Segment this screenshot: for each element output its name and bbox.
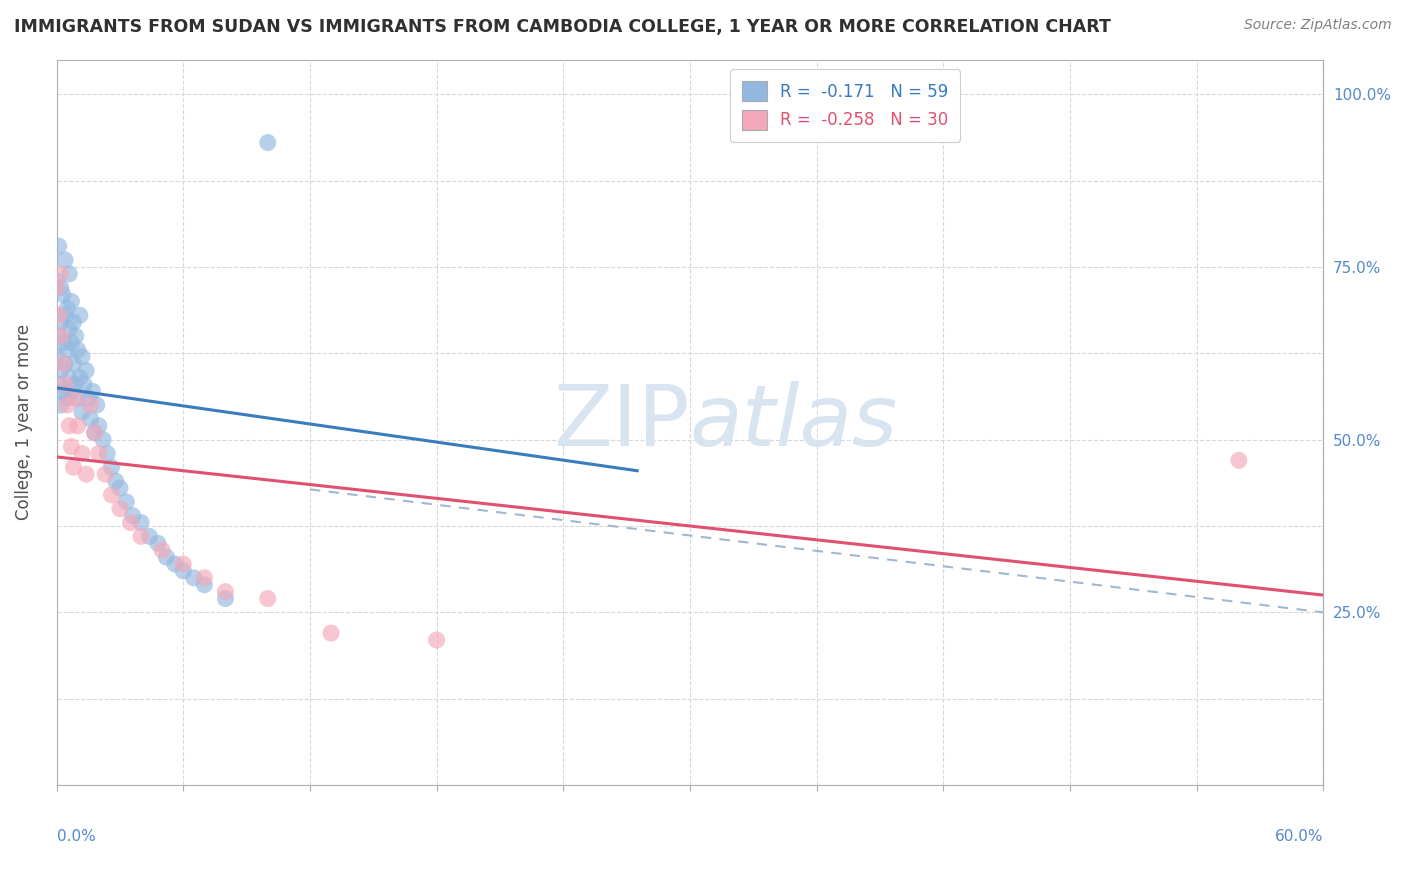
Point: [48, 329, 70, 343]
Point: [120, 516, 142, 530]
Point: [66, 418, 89, 433]
Point: [426, 632, 449, 647]
Point: [56, 398, 79, 412]
Point: [65, 377, 87, 392]
Point: [163, 557, 186, 571]
Point: [52, 335, 75, 350]
Point: [60, 294, 83, 309]
Point: [58, 370, 80, 384]
Point: [52, 384, 75, 399]
Point: [69, 308, 91, 322]
Text: IMMIGRANTS FROM SUDAN VS IMMIGRANTS FROM CAMBODIA COLLEGE, 1 YEAR OR MORE CORREL: IMMIGRANTS FROM SUDAN VS IMMIGRANTS FROM…: [14, 18, 1111, 36]
Point: [69, 370, 91, 384]
Point: [45, 274, 67, 288]
Point: [172, 564, 194, 578]
Point: [45, 350, 67, 364]
Point: [53, 252, 76, 267]
Point: [53, 308, 76, 322]
Point: [256, 591, 278, 606]
Point: [256, 136, 278, 150]
Point: [104, 474, 127, 488]
Point: [214, 584, 236, 599]
Point: [56, 391, 79, 405]
Point: [1227, 453, 1250, 467]
Point: [100, 460, 122, 475]
Point: [146, 536, 169, 550]
Point: [94, 467, 117, 482]
Point: [48, 239, 70, 253]
Text: atlas: atlas: [690, 381, 898, 464]
Point: [138, 529, 160, 543]
Point: [83, 425, 105, 440]
Point: [52, 357, 75, 371]
Point: [193, 571, 215, 585]
Point: [53, 377, 76, 392]
Point: [52, 287, 75, 301]
Point: [48, 377, 70, 392]
Point: [58, 322, 80, 336]
Point: [129, 516, 152, 530]
Y-axis label: College, 1 year or more: College, 1 year or more: [15, 325, 32, 520]
Point: [58, 418, 80, 433]
Point: [49, 363, 72, 377]
Point: [49, 315, 72, 329]
Point: [65, 391, 87, 405]
Legend: R =  -0.171   N = 59, R =  -0.258   N = 30: R = -0.171 N = 59, R = -0.258 N = 30: [730, 70, 960, 142]
Point: [62, 315, 84, 329]
Point: [82, 384, 104, 399]
Point: [155, 550, 177, 565]
Point: [53, 357, 76, 371]
Text: Source: ZipAtlas.com: Source: ZipAtlas.com: [1244, 18, 1392, 32]
Point: [48, 308, 70, 322]
Point: [129, 529, 152, 543]
Point: [319, 626, 342, 640]
Point: [108, 481, 131, 495]
Point: [73, 377, 96, 392]
Point: [49, 280, 72, 294]
Point: [66, 391, 89, 405]
Point: [91, 433, 114, 447]
Point: [62, 460, 84, 475]
Point: [49, 267, 72, 281]
Point: [70, 446, 93, 460]
Point: [79, 398, 101, 412]
Point: [79, 412, 101, 426]
Point: [172, 557, 194, 571]
Point: [62, 357, 84, 371]
Point: [70, 405, 93, 419]
Point: [56, 301, 79, 316]
Point: [87, 418, 110, 433]
Point: [60, 384, 83, 399]
Point: [45, 280, 67, 294]
Point: [60, 440, 83, 454]
Point: [96, 446, 118, 460]
Point: [49, 329, 72, 343]
Point: [183, 571, 205, 585]
Point: [77, 391, 100, 405]
Point: [58, 267, 80, 281]
Point: [108, 501, 131, 516]
Text: ZIP: ZIP: [554, 381, 690, 464]
Point: [66, 343, 89, 357]
Point: [87, 446, 110, 460]
Point: [150, 543, 173, 558]
Point: [70, 350, 93, 364]
Point: [60, 335, 83, 350]
Point: [75, 363, 97, 377]
Point: [83, 425, 105, 440]
Point: [214, 591, 236, 606]
Point: [75, 467, 97, 482]
Point: [65, 329, 87, 343]
Point: [115, 495, 138, 509]
Point: [56, 343, 79, 357]
Point: [86, 398, 108, 412]
Point: [49, 398, 72, 412]
Point: [121, 508, 143, 523]
Point: [193, 578, 215, 592]
Point: [100, 488, 122, 502]
Text: 0.0%: 0.0%: [56, 829, 96, 844]
Text: 60.0%: 60.0%: [1275, 829, 1323, 844]
